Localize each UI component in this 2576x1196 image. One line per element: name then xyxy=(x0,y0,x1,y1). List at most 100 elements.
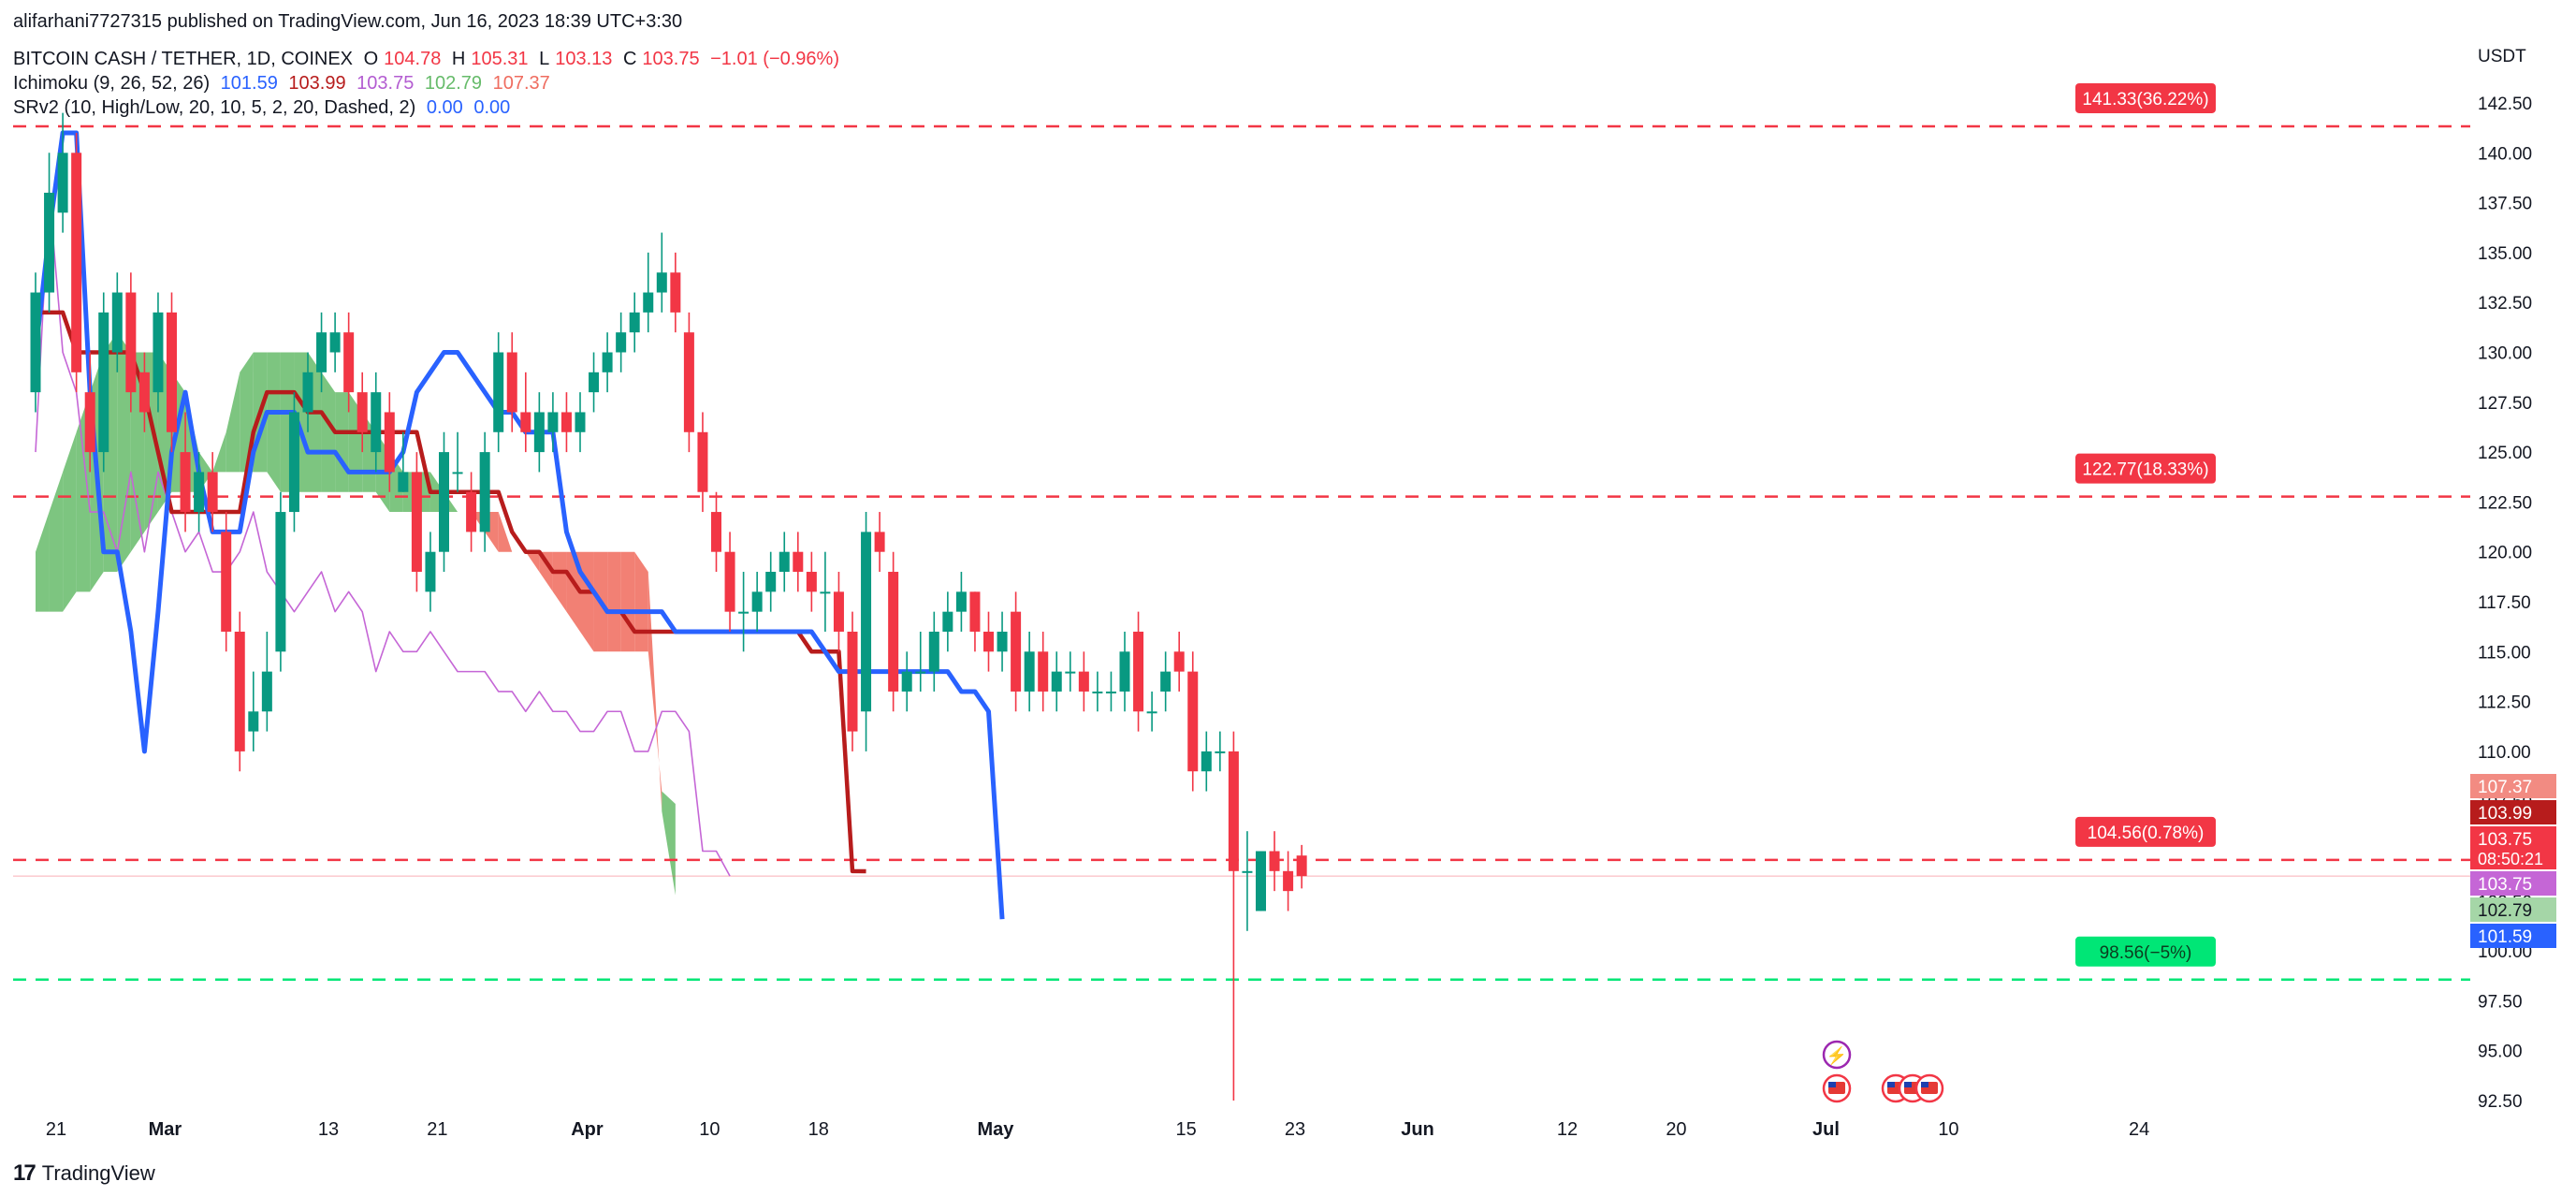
candle-body xyxy=(602,352,613,372)
candle-body xyxy=(1256,851,1266,912)
candle-body xyxy=(1105,691,1116,693)
price-tick-label: 122.50 xyxy=(2478,493,2532,513)
candle-body xyxy=(575,412,586,432)
candle-body xyxy=(1092,691,1103,693)
tenkan-sen-line xyxy=(33,130,1005,920)
cloud-segment xyxy=(321,372,336,492)
price-tick-label: 127.50 xyxy=(2478,394,2532,414)
candle-body xyxy=(520,412,531,432)
candle-body xyxy=(724,551,735,612)
earnings-bolt-icon xyxy=(1822,1040,1852,1070)
price-tick-label: 125.00 xyxy=(2478,444,2532,463)
price-tick-label: 135.00 xyxy=(2478,244,2532,264)
candle-body xyxy=(1173,651,1185,672)
candle-body xyxy=(969,591,981,632)
candle-body xyxy=(275,512,286,652)
sr-level-label: 104.56(0.78%) xyxy=(2088,824,2205,843)
candle-body xyxy=(1187,671,1199,772)
candle-body xyxy=(302,372,313,413)
candle-body xyxy=(1228,751,1239,871)
sr-label-box xyxy=(2075,82,2216,113)
candle-body xyxy=(711,512,721,552)
time-tick-label: Mar xyxy=(149,1119,182,1140)
candle-body xyxy=(125,292,137,393)
candle-body xyxy=(806,572,817,592)
candle-body xyxy=(643,292,654,313)
sr-level-label: 98.56(−5%) xyxy=(2100,943,2192,963)
cloud-segment xyxy=(498,512,513,552)
ichimoku-spana-value: 102.79 xyxy=(424,73,483,94)
time-tick-label: 23 xyxy=(1285,1119,1305,1140)
close-label: C xyxy=(622,49,637,69)
candle-body xyxy=(983,631,994,652)
cloud-segment xyxy=(226,372,240,473)
price-tick-label: 117.50 xyxy=(2478,593,2531,613)
candle-body xyxy=(425,551,436,592)
time-tick-label: 15 xyxy=(1176,1119,1197,1140)
cloud-segment xyxy=(662,791,676,896)
ichimoku-spanb-value: 107.37 xyxy=(492,73,550,94)
time-tick-label: 20 xyxy=(1666,1119,1686,1140)
symbol-legend: BITCOIN CASH / TETHER, 1D, COINEX O 104.7… xyxy=(13,49,845,70)
cloud-segment xyxy=(648,572,662,811)
cloud-segment xyxy=(607,551,621,652)
sr-level-label: 122.77(18.33%) xyxy=(2082,460,2208,480)
candle-body xyxy=(98,312,109,453)
candle-body xyxy=(316,332,327,372)
candle-body xyxy=(466,491,477,532)
candle-body xyxy=(207,472,218,513)
candle-body xyxy=(888,572,899,692)
price-badge xyxy=(2470,897,2556,922)
time-axis: 21 Mar 13 21 Apr 10 18 May 15 23 Jun 12 20 Jul 10 24 xyxy=(46,1119,2149,1140)
candle-body xyxy=(248,711,259,732)
price-badge xyxy=(2470,924,2556,948)
candle-body xyxy=(493,352,504,432)
cloud-segment xyxy=(335,392,349,492)
event-markers: ⚡ xyxy=(1822,1040,1944,1103)
candle-body xyxy=(357,392,368,432)
price-tick-label: 115.00 xyxy=(2478,643,2531,663)
time-tick-label: 10 xyxy=(699,1119,720,1140)
candle-body xyxy=(398,472,409,492)
candle-body xyxy=(439,452,449,552)
price-badge-value: 103.99 xyxy=(2478,804,2532,824)
candle-body xyxy=(71,153,82,372)
time-tick-label: 18 xyxy=(808,1119,829,1140)
price-tick-label: 112.50 xyxy=(2478,693,2531,713)
footer-brand[interactable]: 17 TradingView xyxy=(13,1160,155,1187)
chikou-span-line xyxy=(35,192,731,877)
ichimoku-chikou-value: 103.75 xyxy=(357,73,415,94)
time-tick-label: Jul xyxy=(1812,1119,1840,1140)
candle-body xyxy=(194,472,205,513)
candle-body xyxy=(84,392,95,453)
candle-body xyxy=(547,412,559,432)
candle-body xyxy=(288,412,299,513)
time-tick-label: 24 xyxy=(2129,1119,2149,1140)
candle-body xyxy=(180,452,191,513)
tradingview-logo-icon: 17 xyxy=(13,1160,36,1186)
candle-body xyxy=(793,551,804,573)
candle-body xyxy=(589,372,600,393)
srv2-legend[interactable]: SRv2 (10, High/Low, 20, 10, 5, 2, 20, Da… xyxy=(13,97,516,119)
low-value: 103.13 xyxy=(555,49,613,69)
close-value: 103.75 xyxy=(642,49,700,69)
candle-body xyxy=(1296,855,1307,877)
cloud-segment xyxy=(36,512,50,612)
candle-body xyxy=(329,332,341,353)
symbol-name[interactable]: BITCOIN CASH / TETHER, 1D, COINEX xyxy=(13,49,354,69)
price-tick-label: 130.00 xyxy=(2478,344,2532,364)
time-tick-label: 13 xyxy=(318,1119,339,1140)
flag-canton-icon xyxy=(1887,1082,1895,1087)
price-badge-value: 107.37 xyxy=(2478,778,2532,797)
candle-body xyxy=(928,631,939,672)
ichimoku-legend[interactable]: Ichimoku (9, 26, 52, 26) 101.59 103.99 1… xyxy=(13,73,556,95)
candle-body xyxy=(1065,671,1076,674)
high-label: H xyxy=(451,49,466,69)
candle-body xyxy=(656,272,667,293)
ichimoku-tenkan-value: 101.59 xyxy=(220,73,278,94)
candle-body xyxy=(1269,851,1280,871)
footer-brand-label: TradingView xyxy=(41,1161,155,1185)
change-value: −1.01 (−0.96%) xyxy=(710,49,839,69)
cloud-segment xyxy=(539,551,553,592)
